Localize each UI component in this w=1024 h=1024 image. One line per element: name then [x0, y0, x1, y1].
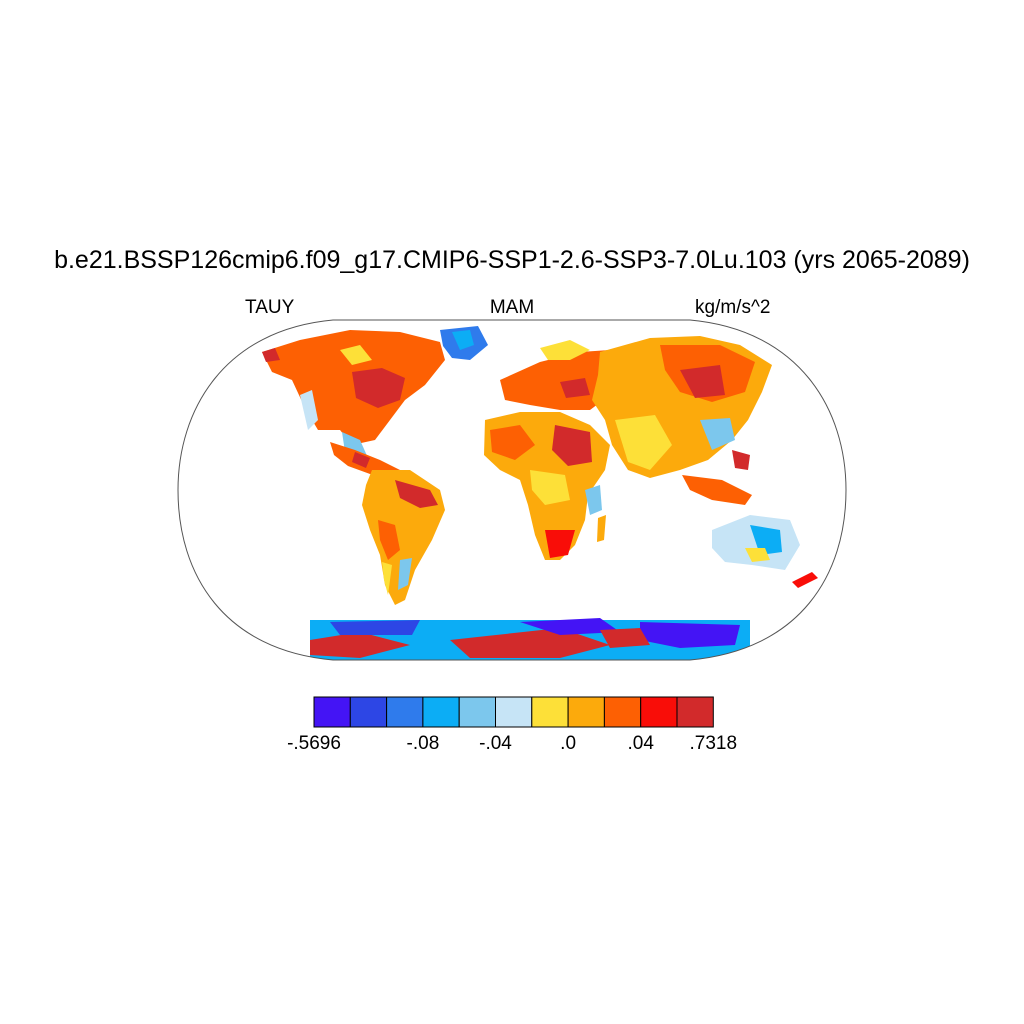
colorbar-swatch [386, 696, 424, 728]
colorbar-tick-label: -.08 [406, 733, 440, 754]
north-america-landmass [262, 330, 445, 466]
colorbar-swatch [313, 696, 351, 728]
asia-landmass [592, 336, 772, 505]
colorbar-tick-label: -.04 [479, 733, 512, 754]
madagascar-landmass [597, 515, 606, 542]
colorbar-tick-label: .04 [627, 733, 654, 754]
colorbar-swatch [603, 696, 642, 728]
africa-landmass [484, 412, 610, 560]
colorbar-swatch [640, 696, 678, 728]
colorbar-swatch [495, 696, 533, 728]
colorbar-swatch [567, 696, 605, 728]
antarctica-landmass [310, 618, 750, 660]
map-projection-outline [177, 319, 847, 661]
colorbar-swatch [349, 696, 388, 728]
colorbar-swatch [458, 696, 497, 728]
colorbar-swatch [531, 696, 569, 728]
colorbar [313, 696, 714, 728]
colorbar-tick-label: -.5696 [287, 733, 341, 754]
plot-title: b.e21.BSSP126cmip6.f09_g17.CMIP6-SSP1-2.… [54, 246, 970, 274]
australia-landmass [712, 515, 800, 570]
colorbar-swatch [422, 696, 460, 728]
colorbar-tick-label: .0 [560, 733, 577, 754]
new-zealand-landmass [792, 572, 818, 588]
south-america-landmass [362, 470, 445, 605]
variable-label: TAUY [245, 297, 295, 318]
units-label: kg/m/s^2 [695, 297, 771, 318]
colorbar-tick-label: .7318 [689, 733, 738, 754]
season-label: MAM [489, 297, 535, 318]
colorbar-swatch [676, 696, 714, 728]
